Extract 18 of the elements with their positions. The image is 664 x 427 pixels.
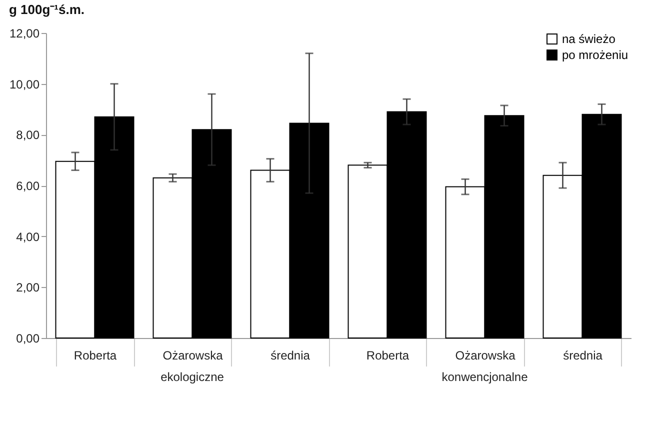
legend-label: po mrożeniu — [562, 48, 628, 62]
y-tick-label: 10,00 — [9, 77, 40, 92]
text: konwencjonalne — [442, 370, 528, 384]
y-tick-label: 12,00 — [9, 26, 40, 40]
x-tick-label: średnia — [563, 348, 603, 362]
y-tick-label: 8,00 — [16, 128, 40, 142]
x-tick-label: Roberta — [74, 348, 117, 362]
text: ekologiczne — [160, 370, 224, 384]
x-tick-label: średnia — [270, 348, 310, 362]
legend-label: na świeżo — [562, 32, 616, 46]
y-tick-label: 4,00 — [16, 230, 40, 244]
y-tick-label: 6,00 — [16, 179, 40, 193]
y-axis-title: g 100g⁻¹ś.m. — [8, 2, 84, 17]
y-tick-label: 0,00 — [16, 332, 40, 346]
x-tick-label: Roberta — [366, 348, 410, 362]
x-tick-label: Ożarowska — [455, 348, 516, 362]
y-tick-label: 2,00 — [16, 280, 40, 295]
x-tick-label: Ożarowska — [162, 348, 224, 362]
